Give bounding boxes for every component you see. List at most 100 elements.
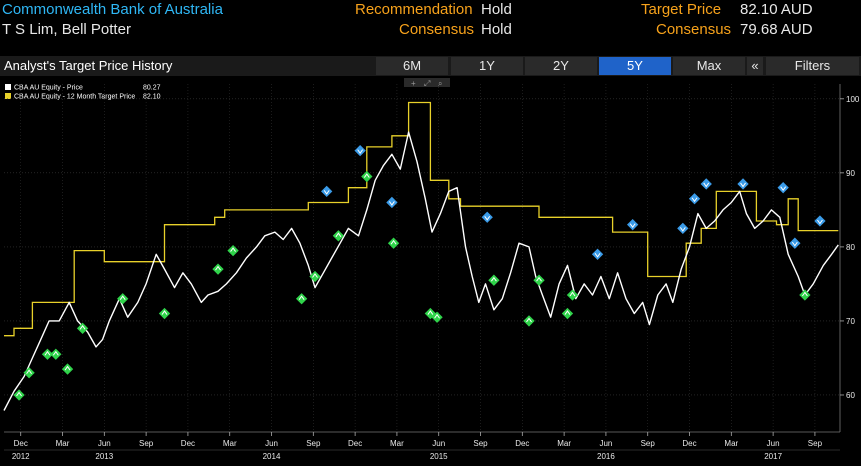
y-tick-label: 100 bbox=[846, 95, 860, 104]
arrow-up-icon bbox=[16, 391, 22, 397]
zoom-icon[interactable]: ⌕ bbox=[438, 79, 442, 88]
marker-diamond bbox=[561, 307, 574, 320]
zoom-controls: + ⤢ ⌕ bbox=[404, 78, 450, 88]
upgrade-marker bbox=[309, 270, 321, 283]
arrow-down-icon bbox=[388, 201, 395, 206]
x-year-label: 2013 bbox=[95, 452, 113, 461]
upgrade-marker bbox=[523, 315, 535, 327]
zoom-in-icon[interactable]: ⤢ bbox=[423, 79, 430, 88]
range-6m-button[interactable]: 6M bbox=[376, 57, 448, 75]
range-max-button[interactable]: Max bbox=[673, 57, 745, 75]
arrow-up-icon bbox=[490, 276, 497, 282]
x-tick-label: Sep bbox=[808, 439, 823, 448]
range-5y-button[interactable]: 5Y bbox=[599, 57, 671, 75]
security-header: Commonwealth Bank of Australia T S Lim, … bbox=[0, 0, 861, 42]
marker-diamond bbox=[41, 348, 54, 360]
consensus-tp-label: Consensus bbox=[656, 21, 732, 38]
x-tick-label: Dec bbox=[682, 439, 696, 448]
target-price-line bbox=[4, 101, 839, 337]
arrow-up-icon bbox=[312, 273, 318, 278]
arrow-up-icon bbox=[434, 313, 440, 319]
range-2y-button[interactable]: 2Y bbox=[525, 57, 597, 75]
upgrade-marker bbox=[117, 293, 129, 305]
marker-diamond bbox=[354, 144, 366, 157]
marker-diamond bbox=[23, 367, 35, 379]
arrow-down-icon bbox=[594, 253, 601, 258]
legend: CBA AU Equity - Price 80.27 CBA AU Equit… bbox=[5, 84, 161, 101]
security-name[interactable]: Commonwealth Bank of Australia bbox=[2, 1, 223, 18]
marker-diamond bbox=[386, 196, 398, 209]
downgrade-marker bbox=[700, 178, 712, 190]
marker-diamond bbox=[523, 315, 535, 327]
arrow-down-icon bbox=[484, 215, 491, 221]
marker-diamond bbox=[227, 244, 239, 257]
arrow-up-icon bbox=[52, 350, 59, 356]
marker-diamond bbox=[799, 289, 811, 301]
analyst-name: T S Lim, Bell Potter bbox=[2, 21, 131, 38]
arrow-up-icon bbox=[536, 276, 542, 282]
arrow-up-icon bbox=[79, 324, 86, 330]
y-tick-label: 70 bbox=[846, 317, 855, 326]
y-tick-label: 80 bbox=[846, 243, 855, 252]
marker-diamond bbox=[13, 389, 25, 401]
x-axis: Dec 2012 Mar Jun 2013 Sep Dec Mar Jun 2014 Sep Dec M… bbox=[4, 431, 840, 461]
marker-diamond bbox=[814, 215, 826, 227]
marker-diamond bbox=[295, 293, 308, 305]
legend-price-swatch bbox=[5, 84, 11, 90]
pan-icon[interactable]: + bbox=[411, 79, 416, 88]
marker-diamond bbox=[158, 307, 171, 320]
arrow-down-icon bbox=[691, 197, 698, 203]
arrow-down-icon bbox=[791, 241, 798, 247]
x-tick-label: Sep bbox=[306, 439, 321, 448]
marker-diamond bbox=[566, 289, 579, 301]
marker-diamond bbox=[627, 219, 639, 231]
marker-diamond bbox=[332, 230, 345, 242]
downgrade-marker bbox=[321, 185, 333, 198]
x-tick-label: Jun bbox=[432, 439, 445, 448]
arrow-up-icon bbox=[390, 239, 397, 245]
legend-price-label: CBA AU Equity - Price bbox=[14, 85, 83, 92]
arrow-up-icon bbox=[119, 295, 126, 301]
target-price-series bbox=[4, 101, 839, 337]
marker-diamond bbox=[76, 322, 89, 334]
downgrade-marker bbox=[677, 222, 689, 235]
downgrade-marker bbox=[814, 215, 826, 227]
target-price-chart: + ⤢ ⌕ CBA AU Equity - Price 80.27 CBA AU… bbox=[3, 78, 860, 461]
arrow-up-icon bbox=[44, 350, 51, 356]
x-tick-label: Dec bbox=[181, 439, 195, 448]
collapse-button[interactable]: « bbox=[747, 57, 763, 75]
upgrade-marker bbox=[566, 289, 579, 301]
arrow-down-icon bbox=[323, 190, 330, 195]
y-axis: 60 70 80 90 100 bbox=[839, 84, 860, 432]
upgrade-marker bbox=[295, 293, 308, 305]
upgrade-marker bbox=[158, 307, 171, 320]
marker-diamond bbox=[61, 363, 74, 375]
y-tick-label: 60 bbox=[846, 391, 855, 400]
arrow-up-icon bbox=[526, 317, 532, 323]
legend-target-label: CBA AU Equity - 12 Month Target Price bbox=[14, 94, 135, 101]
x-tick-label: Jun bbox=[767, 439, 780, 448]
marker-diamond bbox=[50, 348, 62, 360]
upgrade-marker bbox=[533, 274, 545, 286]
target-price-label: Target Price bbox=[641, 1, 722, 18]
marker-diamond bbox=[789, 237, 801, 249]
price-line bbox=[3, 131, 839, 411]
chart-title: Analyst's Target Price History bbox=[4, 58, 173, 73]
upgrade-marker bbox=[23, 367, 35, 379]
downgrade-marker bbox=[777, 182, 789, 194]
x-year-label: 2012 bbox=[12, 452, 30, 461]
target-price-value: 82.10 AUD bbox=[740, 1, 813, 18]
upgrade-marker bbox=[799, 289, 811, 301]
downgrade-marker bbox=[386, 196, 398, 209]
marker-diamond bbox=[488, 274, 500, 286]
arrow-down-icon bbox=[629, 223, 636, 229]
upgrade-marker bbox=[61, 363, 74, 375]
price-series bbox=[3, 131, 839, 411]
range-1y-button[interactable]: 1Y bbox=[451, 57, 523, 75]
marker-diamond bbox=[688, 193, 701, 205]
x-tick-label: Dec bbox=[14, 439, 28, 448]
marker-diamond bbox=[481, 211, 493, 223]
x-year-label: 2017 bbox=[764, 452, 782, 461]
marker-diamond bbox=[533, 274, 545, 286]
filters-button[interactable]: Filters bbox=[766, 57, 859, 75]
